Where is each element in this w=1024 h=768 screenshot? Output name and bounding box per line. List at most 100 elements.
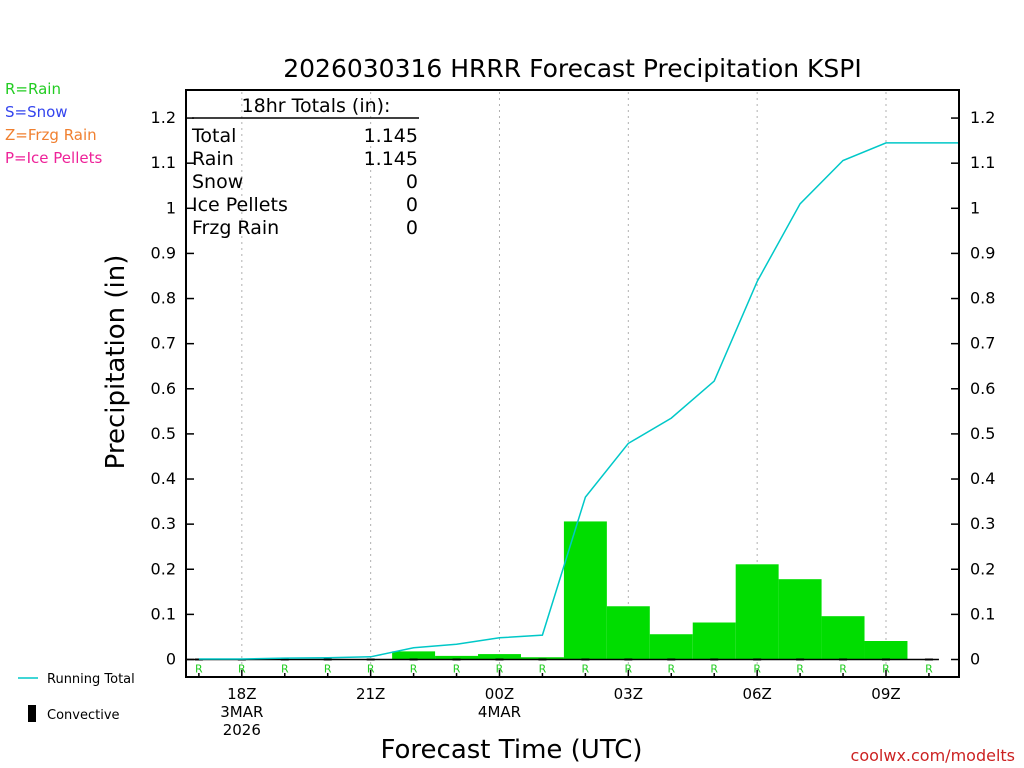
- y-tick-label-right: 0.9: [970, 243, 995, 262]
- y-tick-label-right: 1.2: [970, 108, 995, 127]
- y-tick-label-left: 1: [166, 198, 176, 217]
- y-tick-label-right: 0.5: [970, 424, 995, 443]
- running-total-line: [198, 142, 959, 660]
- ptype-label: R: [796, 663, 804, 676]
- y-tick-label-left: 0.2: [151, 559, 176, 578]
- ptype-label: R: [582, 663, 590, 676]
- y-tick-label-right: 0.7: [970, 334, 995, 353]
- rain-bar: [864, 641, 908, 660]
- ptype-label: R: [195, 663, 203, 676]
- totals-row-label: Total: [191, 125, 236, 147]
- ptype-label: R: [539, 663, 547, 676]
- y-axis-label: Precipitation (in): [101, 255, 131, 470]
- y-tick-label-left: 1.2: [151, 108, 176, 127]
- totals-row-value: 0: [406, 194, 418, 216]
- ptype-label: R: [410, 663, 418, 676]
- totals-row-label: Snow: [192, 171, 243, 193]
- y-tick-label-right: 0.2: [970, 559, 995, 578]
- rain-bar: [478, 654, 521, 660]
- totals-row-value: 0: [406, 217, 418, 239]
- x-tick-label: 03Z: [614, 685, 643, 703]
- y-tick-label-left: 0: [166, 650, 176, 669]
- x-tick-label: 21Z: [356, 685, 385, 703]
- y-tick-label-left: 0.7: [151, 334, 176, 353]
- convective-mark: [409, 658, 418, 661]
- legend-freezing-rain: Z=Frzg Rain: [5, 126, 97, 144]
- rain-bar: [821, 616, 865, 660]
- ptype-label: R: [324, 663, 332, 676]
- convective-mark: [753, 658, 762, 661]
- ptype-label: R: [624, 663, 632, 676]
- footer-credit: coolwx.com/modelts: [851, 746, 1015, 765]
- rain-bar: [649, 634, 693, 660]
- legend-snow: S=Snow: [5, 103, 68, 121]
- totals-title: 18hr Totals (in):: [242, 95, 391, 117]
- x-tick-label: 4MAR: [478, 703, 521, 721]
- y-tick-label-right: 0.3: [970, 514, 995, 533]
- rain-bar: [735, 564, 779, 660]
- rain-bar: [392, 651, 436, 660]
- y-tick-label-right: 1: [970, 198, 980, 217]
- x-axis-label: Forecast Time (UTC): [380, 735, 642, 765]
- rain-bar: [778, 579, 822, 660]
- y-tick-label-right: 0.1: [970, 604, 995, 623]
- y-tick-label-left: 1.1: [151, 153, 176, 172]
- ptype-label: R: [753, 663, 761, 676]
- totals-row-label: Ice Pellets: [192, 194, 288, 216]
- ptype-label: R: [710, 663, 718, 676]
- ptype-label: R: [925, 663, 933, 676]
- convective-mark: [452, 658, 461, 661]
- totals-row-value: 0: [406, 171, 418, 193]
- x-tick-label: 00Z: [485, 685, 514, 703]
- convective-mark: [624, 658, 633, 661]
- totals-row-label: Rain: [192, 148, 234, 170]
- y-tick-label-left: 0.9: [151, 243, 176, 262]
- ptype-label: R: [453, 663, 461, 676]
- convective-mark: [495, 658, 504, 661]
- y-tick-label-right: 0.4: [970, 469, 995, 488]
- rain-bar: [520, 657, 564, 660]
- ptype-label: R: [367, 663, 375, 676]
- y-tick-label-left: 0.6: [151, 379, 176, 398]
- rain-bar: [563, 521, 607, 660]
- x-tick-label: 2026: [223, 721, 261, 739]
- convective-legend-swatch: [28, 705, 36, 722]
- y-tick-label-left: 0.4: [151, 469, 176, 488]
- convective-mark: [796, 658, 805, 661]
- y-tick-label-left: 0.8: [151, 289, 176, 308]
- convective-mark: [667, 658, 676, 661]
- legend-ice-pellets: P=Ice Pellets: [5, 149, 103, 167]
- rain-bar: [692, 622, 736, 660]
- ptype-label: R: [281, 663, 289, 676]
- x-tick-label: 06Z: [742, 685, 771, 703]
- x-tick-label: 09Z: [871, 685, 900, 703]
- convective-mark: [924, 658, 933, 661]
- legend-rain: R=Rain: [5, 80, 61, 98]
- x-tick-label: 18Z: [227, 685, 256, 703]
- convective-mark: [839, 658, 848, 661]
- totals-row-label: Frzg Rain: [192, 217, 279, 239]
- convective-mark: [881, 658, 890, 661]
- totals-row-value: 1.145: [364, 148, 418, 170]
- ptype-label: R: [882, 663, 890, 676]
- y-tick-label-right: 0.6: [970, 379, 995, 398]
- convective-mark: [710, 658, 719, 661]
- totals-row-value: 1.145: [364, 125, 418, 147]
- y-tick-label-right: 0.8: [970, 289, 995, 308]
- convective-mark: [194, 658, 203, 661]
- convective-mark: [323, 658, 332, 661]
- convective-mark: [280, 658, 289, 661]
- y-tick-label-right: 1.1: [970, 153, 995, 172]
- convective-legend-label: Convective: [47, 708, 120, 723]
- rain-bar: [606, 606, 650, 660]
- convective-mark: [581, 658, 590, 661]
- axes-frame: [185, 89, 960, 678]
- convective-mark: [366, 658, 375, 661]
- x-tick-label: 3MAR: [220, 703, 263, 721]
- ptype-label: R: [238, 663, 246, 676]
- y-tick-label-left: 0.1: [151, 604, 176, 623]
- y-tick-label-left: 0.3: [151, 514, 176, 533]
- ptype-label: R: [667, 663, 675, 676]
- rain-bar: [435, 655, 479, 660]
